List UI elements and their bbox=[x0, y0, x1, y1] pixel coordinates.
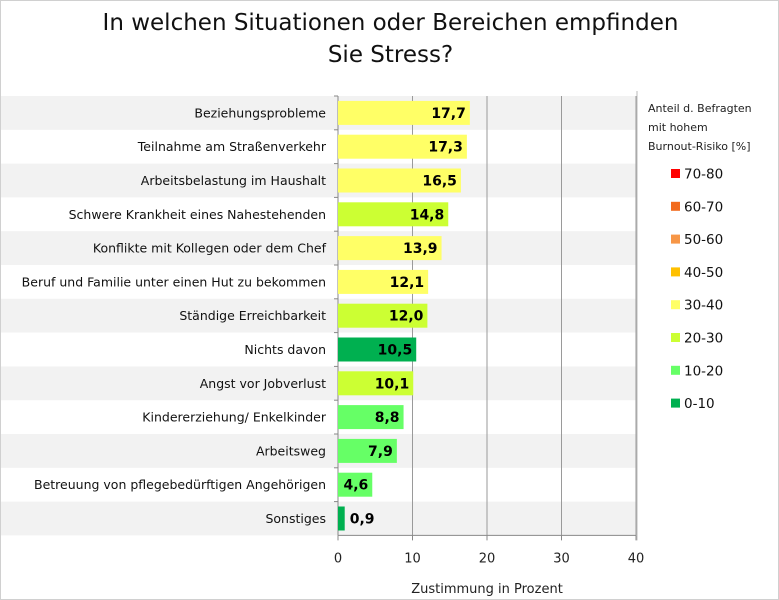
category-label: Schwere Krankheit eines Nahestehenden bbox=[69, 207, 326, 222]
legend-title: mit hohem bbox=[648, 121, 708, 134]
data-label: 12,1 bbox=[390, 275, 425, 291]
row-band bbox=[1, 163, 636, 198]
data-label: 12,0 bbox=[389, 309, 424, 325]
data-label: 17,3 bbox=[428, 140, 463, 156]
bar bbox=[338, 100, 470, 125]
data-label: 4,6 bbox=[343, 478, 368, 494]
category-label: Ständige Erreichbarkeit bbox=[179, 308, 326, 323]
x-tick-label: 0 bbox=[334, 551, 342, 566]
category-label: Angst vor Jobverlust bbox=[200, 376, 326, 391]
bar bbox=[338, 438, 397, 463]
legend-label: 10-20 bbox=[684, 363, 723, 379]
data-label: 17,7 bbox=[431, 106, 466, 122]
data-label: 10,5 bbox=[378, 343, 413, 359]
row-band bbox=[1, 366, 636, 401]
data-label: 13,9 bbox=[403, 241, 438, 257]
chart-title: In welchen Situationen oder Bereichen em… bbox=[1, 7, 778, 71]
bar bbox=[338, 506, 345, 531]
legend-label: 30-40 bbox=[684, 298, 723, 314]
data-label: 10,1 bbox=[375, 376, 410, 392]
bar bbox=[338, 337, 417, 362]
legend-label: 20-30 bbox=[684, 331, 723, 347]
x-tick-label: 30 bbox=[553, 551, 570, 566]
legend-swatch bbox=[671, 300, 680, 310]
x-tick-label: 20 bbox=[479, 551, 496, 566]
legend-label: 40-50 bbox=[684, 265, 723, 281]
row-band bbox=[1, 96, 636, 130]
legend-label: 60-70 bbox=[684, 199, 723, 215]
category-label: Konflikte mit Kollegen oder dem Chef bbox=[93, 241, 327, 256]
category-label: Arbeitsbelastung im Haushalt bbox=[141, 173, 326, 188]
category-label: Arbeitsweg bbox=[256, 443, 326, 458]
legend-swatch bbox=[671, 267, 680, 277]
bar bbox=[338, 472, 373, 497]
legend-swatch bbox=[671, 398, 680, 408]
legend-swatch bbox=[671, 365, 680, 375]
bar bbox=[338, 236, 442, 261]
category-label: Beziehungsprobleme bbox=[194, 105, 326, 120]
row-band bbox=[1, 231, 636, 265]
legend-title: Anteil d. Befragten bbox=[648, 102, 752, 115]
bar bbox=[338, 168, 461, 193]
x-tick-label: 40 bbox=[628, 551, 645, 566]
bar bbox=[338, 202, 449, 227]
row-band bbox=[1, 298, 636, 333]
legend-label: 70-80 bbox=[684, 167, 723, 183]
category-label: Kindererziehung/ Enkelkinder bbox=[142, 410, 327, 425]
data-label: 0,9 bbox=[350, 512, 375, 528]
bar bbox=[338, 405, 404, 430]
bar bbox=[338, 303, 428, 328]
category-label: Teilnahme am Straßenverkehr bbox=[137, 139, 327, 154]
row-band bbox=[1, 501, 636, 536]
bar bbox=[338, 269, 429, 294]
bar bbox=[338, 134, 467, 159]
legend-swatch bbox=[671, 169, 680, 178]
title-line-1: In welchen Situationen oder Bereichen em… bbox=[102, 10, 679, 36]
legend-label: 50-60 bbox=[684, 232, 723, 248]
legend-swatch bbox=[671, 333, 680, 342]
bar bbox=[338, 371, 414, 396]
legend-label: 0-10 bbox=[684, 396, 715, 412]
data-label: 8,8 bbox=[375, 410, 400, 426]
data-label: 16,5 bbox=[422, 174, 457, 190]
legend-title: Burnout-Risiko [%] bbox=[648, 140, 751, 153]
category-label: Nichts davon bbox=[244, 342, 326, 357]
row-band bbox=[1, 434, 636, 468]
title-line-2: Sie Stress? bbox=[327, 42, 454, 68]
category-label: Sonstiges bbox=[265, 511, 326, 526]
data-label: 7,9 bbox=[368, 444, 393, 460]
x-axis-label: Zustimmung in Prozent bbox=[411, 582, 563, 597]
data-label: 14,8 bbox=[410, 207, 445, 223]
legend-swatch bbox=[671, 234, 680, 244]
x-tick-label: 10 bbox=[404, 551, 421, 566]
category-label: Betreuung von pflegebedürftigen Angehöri… bbox=[34, 477, 326, 492]
category-label: Beruf und Familie unter einen Hut zu bek… bbox=[22, 274, 326, 289]
legend-swatch bbox=[671, 201, 680, 211]
